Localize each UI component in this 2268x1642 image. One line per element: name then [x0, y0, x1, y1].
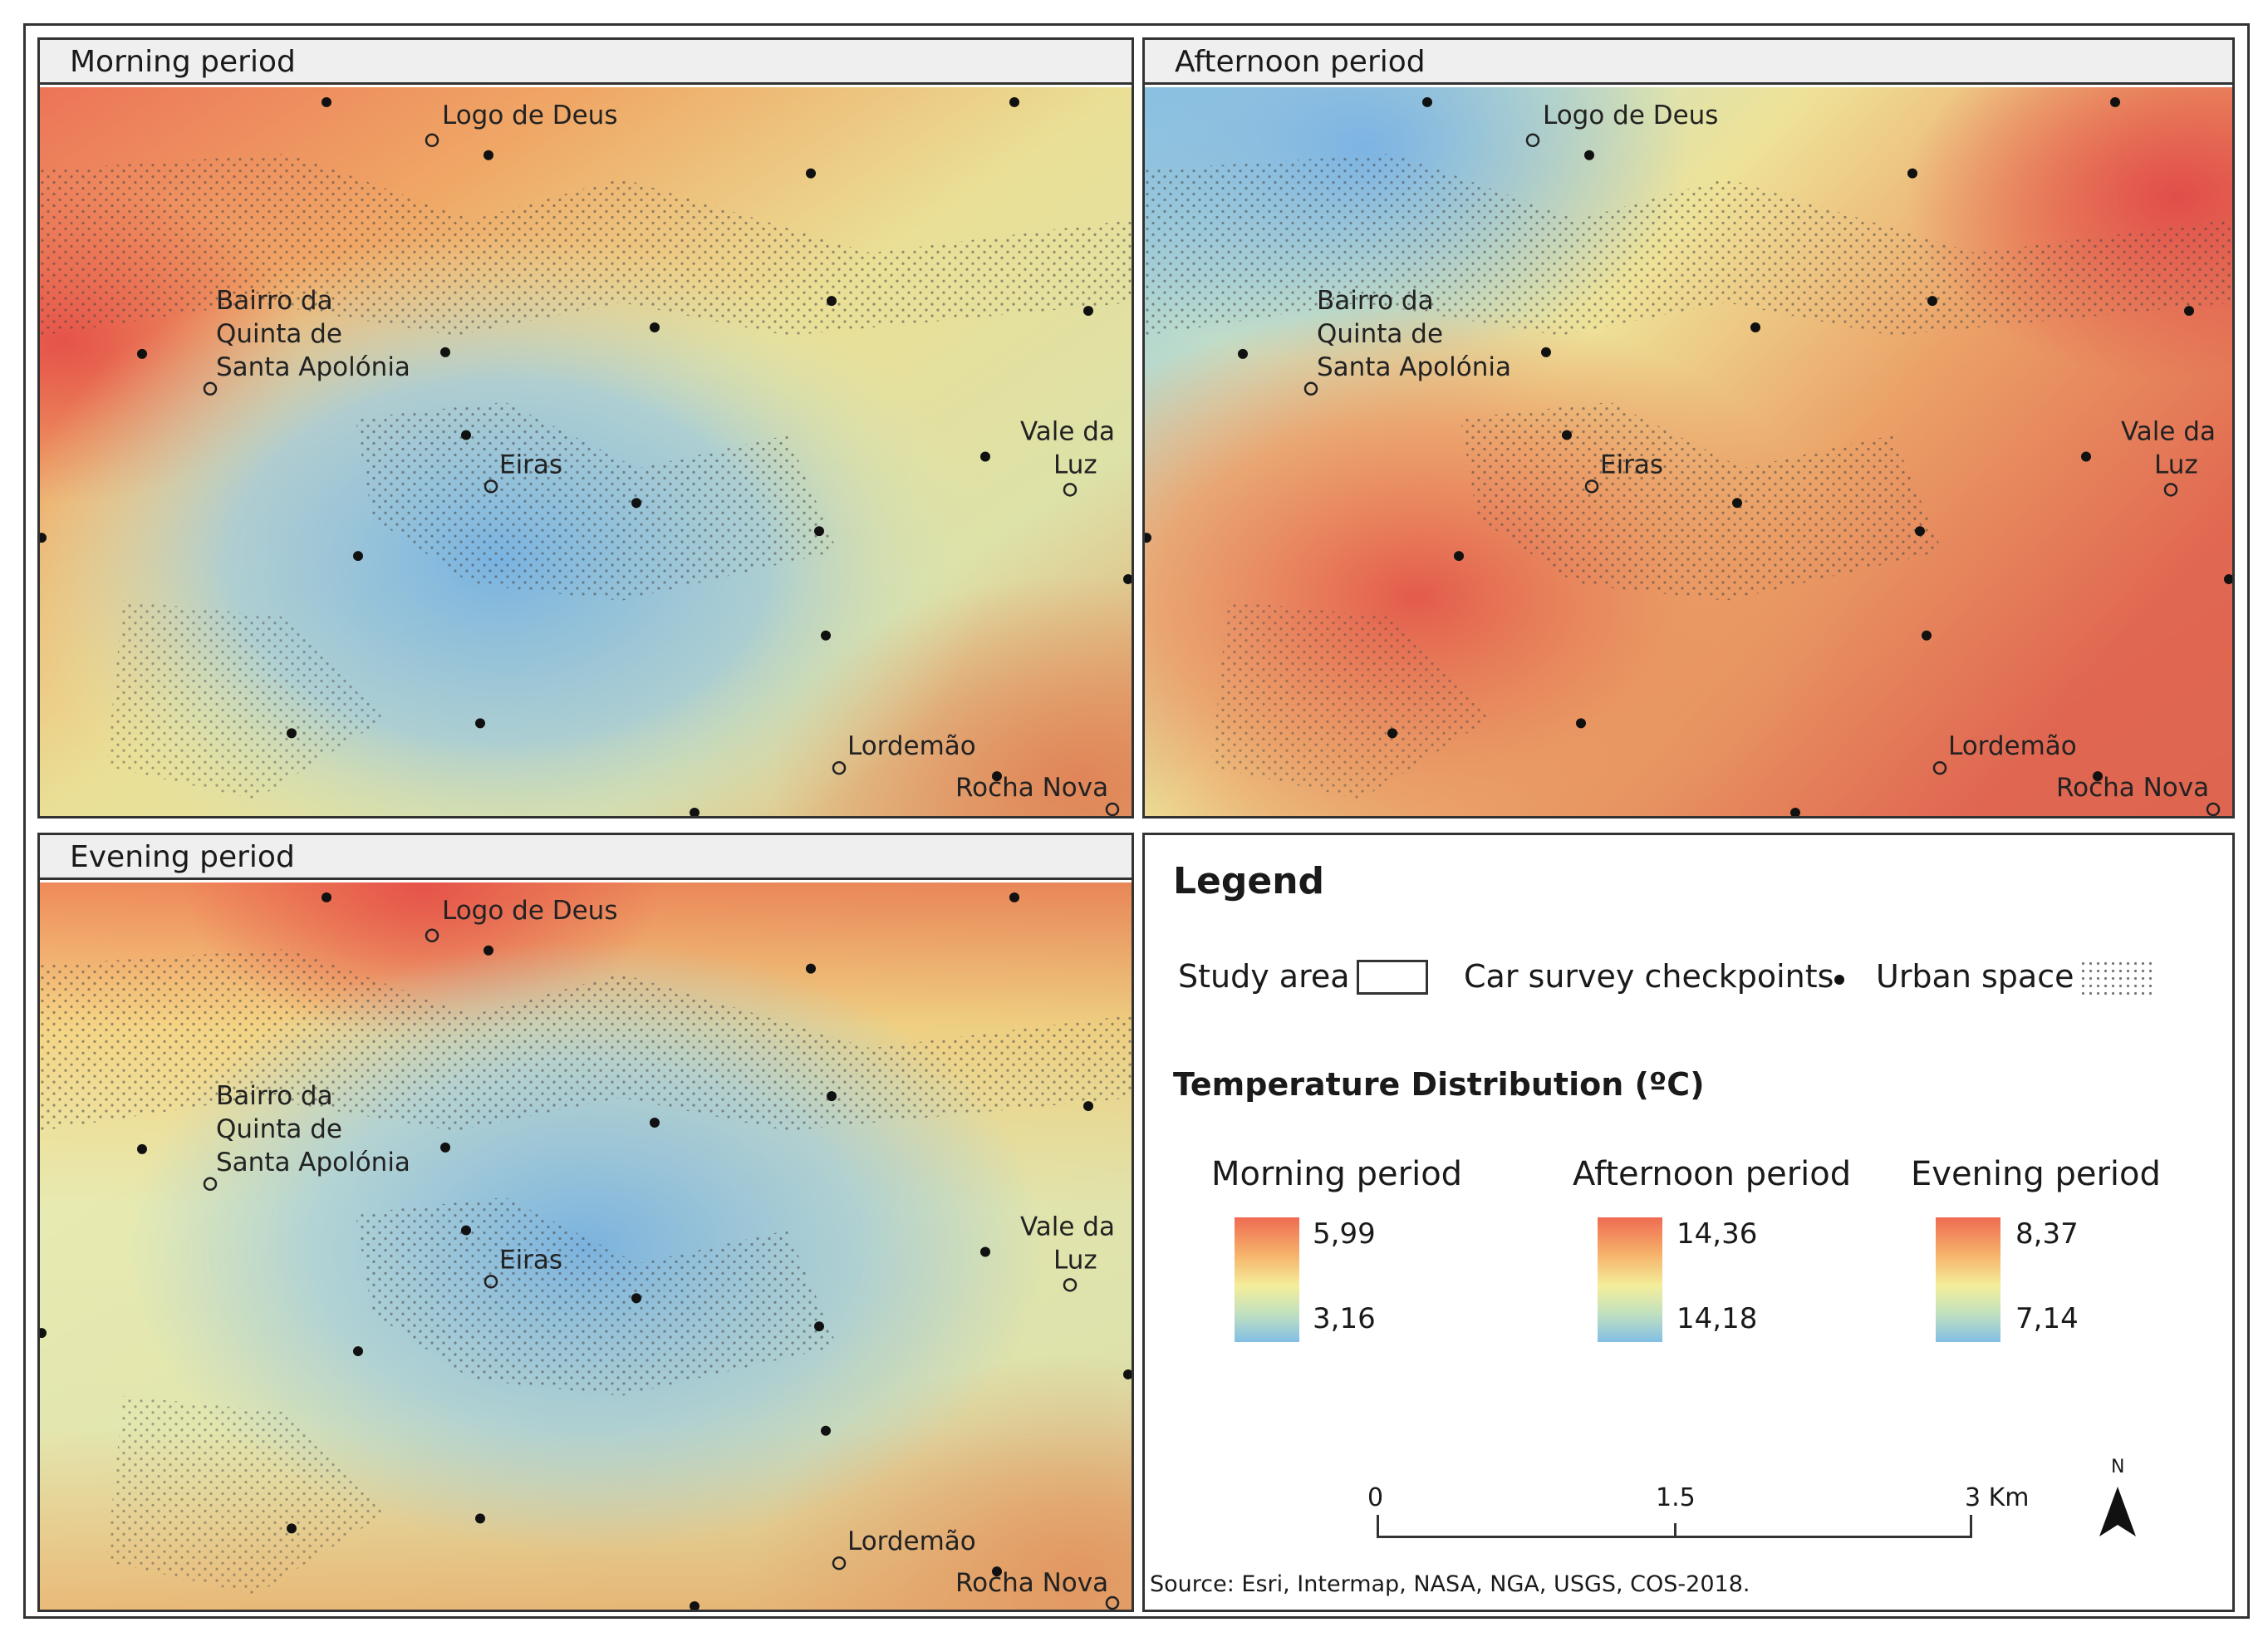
- evening-max: 8,37: [2015, 1217, 2079, 1251]
- checkpoints: [40, 96, 1132, 816]
- place-vale-line1: Vale da: [1020, 417, 1115, 447]
- panel-title: Evening period: [40, 835, 1132, 880]
- place-rocha-nova: Rocha Nova: [955, 773, 1108, 803]
- afternoon-panel: Afternoon period Logo: [1142, 37, 2235, 819]
- legend-afternoon-label: Afternoon period: [1573, 1155, 1852, 1193]
- place-vale-line2: Luz: [1053, 1245, 1097, 1275]
- legend-title: Legend: [1173, 860, 1325, 902]
- north-label: N: [2111, 1457, 2125, 1477]
- legend-morning-label: Morning period: [1211, 1155, 1463, 1193]
- figure-frame: [23, 23, 2250, 1619]
- place-lordemao: Lordemão: [847, 731, 976, 761]
- scale-label-end: 3 Km: [1965, 1483, 2030, 1512]
- source-text: Source: Esri, Intermap, NASA, NGA, USGS,…: [1150, 1571, 1750, 1597]
- scale-label-mid: 1.5: [1656, 1483, 1696, 1512]
- legend-panel: Legend Study area Car survey checkpoints…: [1142, 833, 2235, 1612]
- checkpoints-label: Car survey checkpoints: [1464, 958, 1834, 995]
- afternoon-color-ramp: [1598, 1217, 1662, 1342]
- place-rocha-nova: Rocha Nova: [955, 1568, 1108, 1598]
- place-rocha-nova: Rocha Nova: [2056, 773, 2209, 803]
- panel-title: Afternoon period: [1145, 40, 2232, 85]
- urban-space-swatch: [2079, 960, 2156, 998]
- scale-label-0: 0: [1367, 1483, 1384, 1512]
- study-area-swatch: [1357, 960, 1428, 995]
- morning-max: 5,99: [1313, 1217, 1376, 1251]
- place-lordemao: Lordemão: [847, 1526, 976, 1556]
- legend-evening-label: Evening period: [1911, 1155, 2161, 1193]
- place-bairro-line3: Santa Apolónia: [216, 352, 410, 382]
- place-eiras: Eiras: [1600, 450, 1663, 479]
- place-bairro-line1: Bairro da: [1317, 286, 1434, 316]
- place-logo-de-deus: Logo de Deus: [1543, 101, 1718, 130]
- place-lordemao: Lordemão: [1948, 731, 2077, 761]
- panel-title: Morning period: [40, 40, 1132, 85]
- evening-min: 7,14: [2015, 1302, 2079, 1335]
- place-vale-line2: Luz: [1053, 450, 1097, 479]
- place-bairro-line3: Santa Apolónia: [1317, 352, 1511, 382]
- afternoon-map[interactable]: Logo de Deus Bairro da Quinta de Santa A…: [1145, 87, 2232, 816]
- morning-panel: Morning period Logo d: [37, 37, 1134, 819]
- evening-map[interactable]: Logo de Deus Bairro da Quinta de Santa A…: [40, 882, 1132, 1610]
- scale-tick: [1970, 1515, 1972, 1538]
- place-bairro-line1: Bairro da: [216, 1081, 333, 1111]
- place-logo-de-deus: Logo de Deus: [442, 101, 617, 130]
- place-vale-line2: Luz: [2154, 450, 2198, 479]
- place-vale-line1: Vale da: [1020, 1212, 1115, 1242]
- study-area-label: Study area: [1178, 958, 1350, 995]
- place-bairro-line2: Quinta de: [1317, 319, 1443, 349]
- urban-space-label: Urban space: [1876, 958, 2074, 995]
- afternoon-min: 14,18: [1676, 1302, 1758, 1335]
- checkpoints: [40, 892, 1132, 1610]
- place-logo-de-deus: Logo de Deus: [442, 896, 617, 926]
- morning-map[interactable]: Logo de Deus Bairro da Quinta de Santa A…: [40, 87, 1132, 816]
- afternoon-max: 14,36: [1676, 1217, 1758, 1251]
- place-eiras: Eiras: [499, 450, 562, 479]
- evening-panel: Evening period Logo d: [37, 833, 1134, 1612]
- place-bairro-line2: Quinta de: [216, 319, 342, 349]
- place-bairro-line2: Quinta de: [216, 1114, 342, 1144]
- checkpoints: [1145, 96, 2232, 816]
- scale-tick: [1377, 1515, 1379, 1538]
- north-arrow-icon: [2099, 1487, 2136, 1536]
- place-vale-line1: Vale da: [2121, 417, 2216, 447]
- checkpoint-icon: [1834, 975, 1844, 985]
- place-bairro-line1: Bairro da: [216, 286, 333, 316]
- place-bairro-line3: Santa Apolónia: [216, 1148, 410, 1177]
- scale-tick: [1674, 1523, 1676, 1538]
- evening-color-ramp: [1936, 1217, 2000, 1342]
- morning-color-ramp: [1235, 1217, 1299, 1342]
- place-eiras: Eiras: [499, 1245, 562, 1275]
- temperature-title: Temperature Distribution (ºC): [1173, 1066, 1705, 1103]
- morning-min: 3,16: [1313, 1302, 1376, 1335]
